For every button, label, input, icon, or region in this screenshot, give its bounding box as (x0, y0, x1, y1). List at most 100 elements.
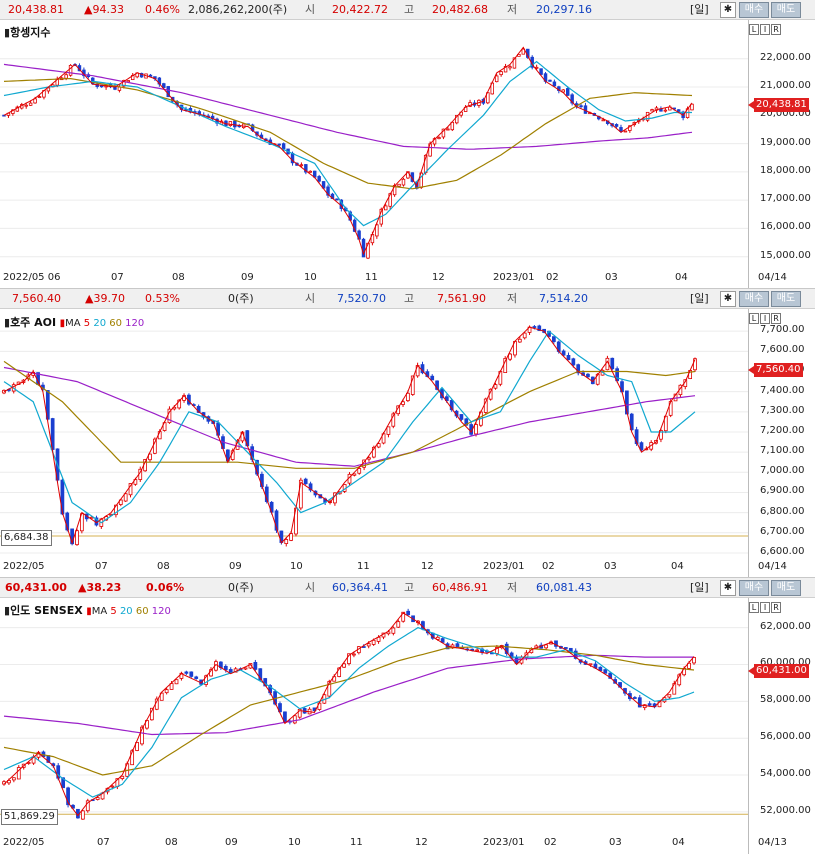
period-selector[interactable]: [일] (690, 581, 709, 594)
x-tick-label: 12 (432, 272, 445, 283)
candle-body (33, 98, 37, 104)
candle-body (455, 114, 459, 124)
candle-body (608, 672, 613, 679)
gear-icon[interactable]: ✱ (720, 2, 736, 18)
candle-body (65, 512, 70, 531)
y-tick-label: 18,000.00 (760, 164, 811, 176)
scale-i-toggle[interactable]: I (760, 24, 770, 35)
quote-header: 20,438.81 ▲94.33 0.46% 2,086,262,200(주) … (0, 0, 815, 20)
candle-body (475, 649, 480, 652)
candle-body (583, 105, 588, 114)
candle-body (184, 671, 189, 674)
candle-body (126, 80, 131, 83)
candle-body (371, 446, 376, 458)
last-price: 7,560.40 (12, 292, 61, 305)
chart-panel-hangseng: 20,438.81 ▲94.33 0.46% 2,086,262,200(주) … (0, 0, 815, 288)
low-value: 60,081.43 (536, 581, 592, 594)
candle-body (292, 715, 297, 724)
y-tick-label: 58,000.00 (760, 694, 811, 706)
chart-title: ▮항셍지수 (4, 24, 51, 40)
candle-body (566, 355, 571, 361)
y-tick-label: 7,100.00 (760, 445, 805, 457)
scale-r-toggle[interactable]: R (771, 313, 781, 324)
ma120-line (3, 366, 696, 467)
candle-body (610, 357, 615, 370)
candle-body (347, 653, 351, 665)
open-label: 시 (305, 292, 316, 305)
buy-button[interactable]: 매수 (739, 2, 769, 18)
price-chart[interactable] (0, 578, 748, 854)
x-tick-label: 2022/05 06 (3, 272, 61, 283)
low-value: 7,514.20 (539, 292, 588, 305)
change-percent: 0.53% (145, 292, 180, 305)
candle-body (66, 787, 70, 806)
ma-legend: ▮MA 5 20 60 120 (60, 318, 145, 329)
x-tick-label: 11 (365, 272, 378, 283)
ma60-line (3, 645, 695, 776)
y-tick-label: 6,700.00 (760, 525, 805, 537)
min-price-marker: 51,869.29 (1, 809, 58, 825)
buy-button[interactable]: 매수 (739, 291, 769, 307)
candle-body (357, 468, 362, 474)
candle-body (603, 669, 608, 674)
gear-icon[interactable]: ✱ (720, 291, 736, 307)
x-tick-label: 02 (542, 561, 555, 572)
candle-body (233, 120, 237, 128)
change-percent: 0.06% (146, 581, 185, 594)
candle-body (552, 81, 557, 87)
candle-body (278, 703, 282, 713)
candle-body (391, 627, 396, 634)
candle-body (432, 138, 437, 145)
low-label: 저 (507, 292, 518, 305)
y-tick-label: 56,000.00 (760, 731, 811, 743)
candle-body (614, 124, 619, 127)
period-selector[interactable]: [일] (690, 292, 709, 305)
period-selector[interactable]: [일] (690, 3, 709, 16)
ma-legend-60: 60 (109, 318, 122, 329)
candle-body (95, 797, 100, 800)
marker-icon: ▮ (4, 26, 11, 39)
candle-body (177, 399, 182, 409)
ma20-line (3, 626, 695, 798)
price-chart[interactable] (0, 289, 748, 577)
candle-body (441, 128, 446, 138)
candle-body (634, 429, 639, 445)
scale-i-toggle[interactable]: I (760, 313, 770, 324)
candle-body (579, 105, 583, 108)
y-tick-label: 16,000.00 (760, 221, 811, 233)
quote-header: 7,560.40 ▲39.70 0.53% 0(주) 시 7,520.70 고 … (0, 289, 815, 309)
scale-i-toggle[interactable]: I (760, 602, 770, 613)
x-tick-label: 03 (605, 272, 618, 283)
candle-body (474, 424, 478, 435)
gear-icon[interactable]: ✱ (720, 580, 736, 596)
last-price: 60,431.00 (5, 581, 67, 594)
scale-l-toggle[interactable]: L (749, 602, 759, 613)
x-tick-label: 11 (350, 837, 363, 848)
sell-button[interactable]: 매도 (771, 580, 801, 596)
sell-button[interactable]: 매도 (771, 2, 801, 18)
candle-body (277, 143, 281, 146)
candle-body (544, 644, 549, 649)
price-chart[interactable] (0, 0, 748, 288)
scale-l-toggle[interactable]: L (749, 313, 759, 324)
candle-body (659, 430, 663, 440)
candle-body (135, 742, 139, 751)
candle-body (690, 103, 694, 111)
ma-legend-5: 5 (83, 318, 91, 329)
x-tick-label: 08 (165, 837, 178, 848)
index-name: 항셍지수 (10, 26, 51, 39)
scale-r-toggle[interactable]: R (771, 602, 781, 613)
scale-r-toggle[interactable]: R (771, 24, 781, 35)
buy-button[interactable]: 매수 (739, 580, 769, 596)
open-value: 60,364.41 (332, 581, 388, 594)
x-tick-label: 2022/05 (3, 561, 45, 572)
candle-body (396, 621, 401, 628)
volume-value: 2,086,262,200(주) (188, 3, 288, 16)
scale-l-toggle[interactable]: L (749, 24, 759, 35)
sell-button[interactable]: 매도 (771, 291, 801, 307)
candle-body (298, 479, 303, 509)
candle-body (68, 64, 73, 76)
